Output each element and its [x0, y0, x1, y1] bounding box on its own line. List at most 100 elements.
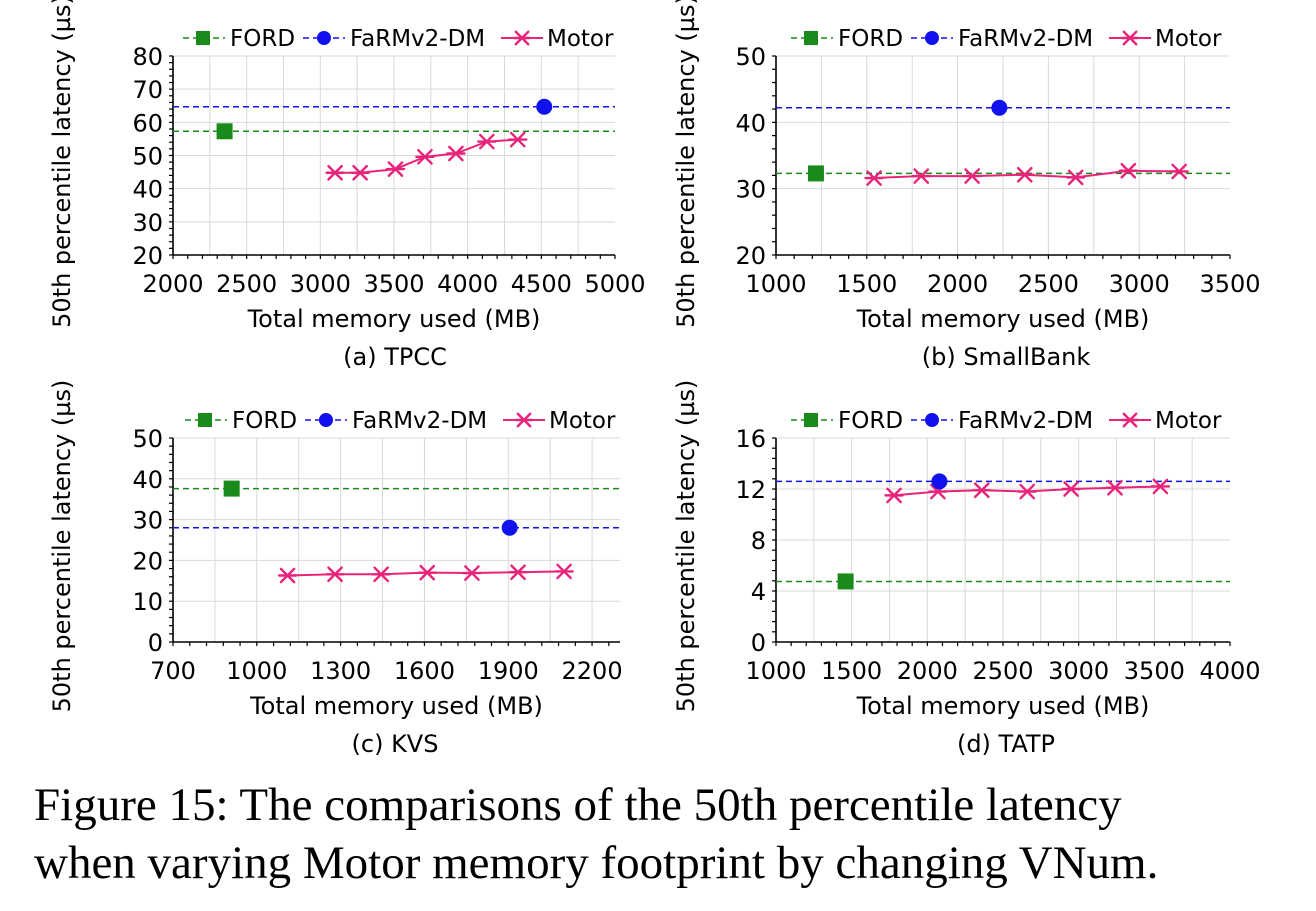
motor-point-d2 — [509, 131, 526, 148]
motor-point — [477, 133, 497, 150]
x-tick-label: 1900 — [478, 657, 539, 685]
legend-motor-marker-d2 — [514, 30, 530, 46]
chart-panel-1: 20 30 40 50 60 70 80 2000 2500 3000 3500 4000 4500 50… — [48, 0, 646, 371]
motor-point — [1061, 481, 1081, 497]
x-tick-label: 5000 — [584, 270, 645, 298]
legend-farm-label: FaRMv2-DM — [350, 26, 485, 52]
motor-point — [962, 168, 982, 184]
motor-point-d2 — [448, 145, 464, 162]
motor-point — [417, 564, 437, 581]
legend-ford-label: FORD — [230, 26, 295, 52]
motor-point-d2 — [1067, 169, 1084, 186]
x-axis-title: Total memory used (MB) — [856, 305, 1150, 333]
motor-point-d2 — [387, 161, 404, 177]
motor-point-d2 — [327, 164, 343, 181]
farm-point — [931, 473, 948, 490]
legend-motor-marker — [1120, 30, 1140, 46]
y-tick-label: 70 — [132, 76, 163, 104]
x-axis-title: Total memory used (MB) — [856, 692, 1150, 720]
motor-point-d2 — [556, 563, 572, 580]
legend-motor-marker-d2 — [1122, 412, 1138, 428]
ford-point — [223, 480, 240, 497]
legend-motor-label: Motor — [549, 408, 616, 434]
ford-point — [216, 123, 233, 140]
motor-point — [325, 164, 345, 181]
farm-point — [991, 99, 1008, 116]
x-tick-label: 1600 — [394, 657, 455, 685]
legend-motor-marker — [514, 412, 534, 428]
motor-point — [462, 565, 482, 581]
legend-motor-label: Motor — [1155, 26, 1222, 52]
legend-motor-label: Motor — [1155, 408, 1222, 434]
x-tick-label: 2500 — [1018, 270, 1079, 298]
legend-ford-marker — [198, 413, 212, 427]
x-tick-label: 3500 — [363, 270, 424, 298]
x-tick-label: 700 — [150, 657, 196, 685]
legend-farm-marker — [925, 31, 939, 45]
x-tick-label: 3000 — [290, 270, 351, 298]
chart-subtitle: (a) TPCC — [343, 343, 447, 371]
figure-caption: Figure 15: The comparisons of the 50th p… — [34, 776, 1284, 892]
motor-point — [864, 170, 884, 186]
y-tick-label: 20 — [132, 242, 163, 270]
legend-motor-marker — [1120, 412, 1140, 428]
motor-point-d2 — [327, 566, 343, 583]
x-tick-label: 2200 — [562, 657, 623, 685]
motor-point — [1118, 162, 1139, 179]
legend-ford-marker — [196, 31, 210, 45]
x-tick-label: 3000 — [1109, 270, 1170, 298]
motor-point — [972, 482, 992, 499]
motor-point-d2 — [510, 564, 526, 581]
x-tick-label: 3000 — [1048, 657, 1109, 685]
motor-point-d2 — [1019, 483, 1036, 500]
chart-panel-2: 20 30 40 50 1000 1500 2000 2500 3000 3500 Total me… — [672, 0, 1261, 371]
x-tick-label: 1300 — [310, 657, 371, 685]
y-tick-label: 20 — [735, 242, 766, 270]
legend-motor-marker — [512, 30, 532, 46]
motor-point — [1150, 478, 1171, 495]
legend-motor-marker-d2 — [1122, 30, 1138, 46]
legend: FORD FaRMv2-DM Motor — [791, 26, 1222, 52]
motor-point — [415, 148, 435, 165]
y-tick-label: 40 — [132, 176, 163, 204]
x-tick-label: 2500 — [972, 657, 1033, 685]
y-axis-title: 50th percentile latency (µs) — [672, 380, 700, 713]
legend-ford-marker — [804, 31, 818, 45]
legend-farm-marker — [319, 413, 333, 427]
motor-point-d2 — [1063, 481, 1079, 497]
x-tick-label: 1000 — [226, 657, 287, 685]
y-tick-label: 30 — [735, 176, 766, 204]
x-tick-label: 4500 — [511, 270, 572, 298]
legend-ford-marker — [804, 413, 818, 427]
y-tick-label: 40 — [735, 109, 766, 137]
farm-point — [536, 98, 553, 115]
motor-point — [1169, 163, 1189, 180]
y-tick-label: 40 — [132, 466, 163, 494]
chart-subtitle: (b) SmallBank — [922, 343, 1091, 371]
legend-farm-marker — [317, 31, 331, 45]
y-tick-label: 20 — [132, 547, 163, 575]
y-tick-label: 4 — [751, 578, 766, 606]
chart-panel-3: 0 10 20 30 40 50 700 1000 1300 1600 1900 2200 Total … — [48, 380, 623, 758]
x-tick-label: 1500 — [836, 270, 897, 298]
motor-point-d2 — [866, 170, 882, 186]
motor-point-d2 — [1016, 166, 1033, 183]
legend-farm-label: FaRMv2-DM — [958, 408, 1093, 434]
legend: FORD FaRMv2-DM Motor — [183, 26, 614, 52]
motor-point-d2 — [352, 164, 368, 181]
motor-point — [1105, 479, 1125, 496]
y-axis-title: 50th percentile latency (µs) — [48, 0, 76, 328]
motor-point-d2 — [973, 482, 990, 499]
caption-line-2: when varying Motor memory footprint by c… — [34, 837, 1159, 889]
y-tick-label: 16 — [735, 425, 766, 453]
y-tick-label: 30 — [132, 507, 163, 535]
motor-point — [385, 161, 406, 177]
x-tick-label: 2500 — [216, 270, 277, 298]
legend-motor-marker-d2 — [516, 412, 532, 428]
motor-point-d2 — [373, 566, 389, 583]
x-tick-label: 4000 — [1199, 657, 1260, 685]
legend-ford-label: FORD — [838, 408, 903, 434]
legend: FORD FaRMv2-DM Motor — [791, 408, 1222, 434]
y-axis-title: 50th percentile latency (µs) — [672, 0, 700, 328]
